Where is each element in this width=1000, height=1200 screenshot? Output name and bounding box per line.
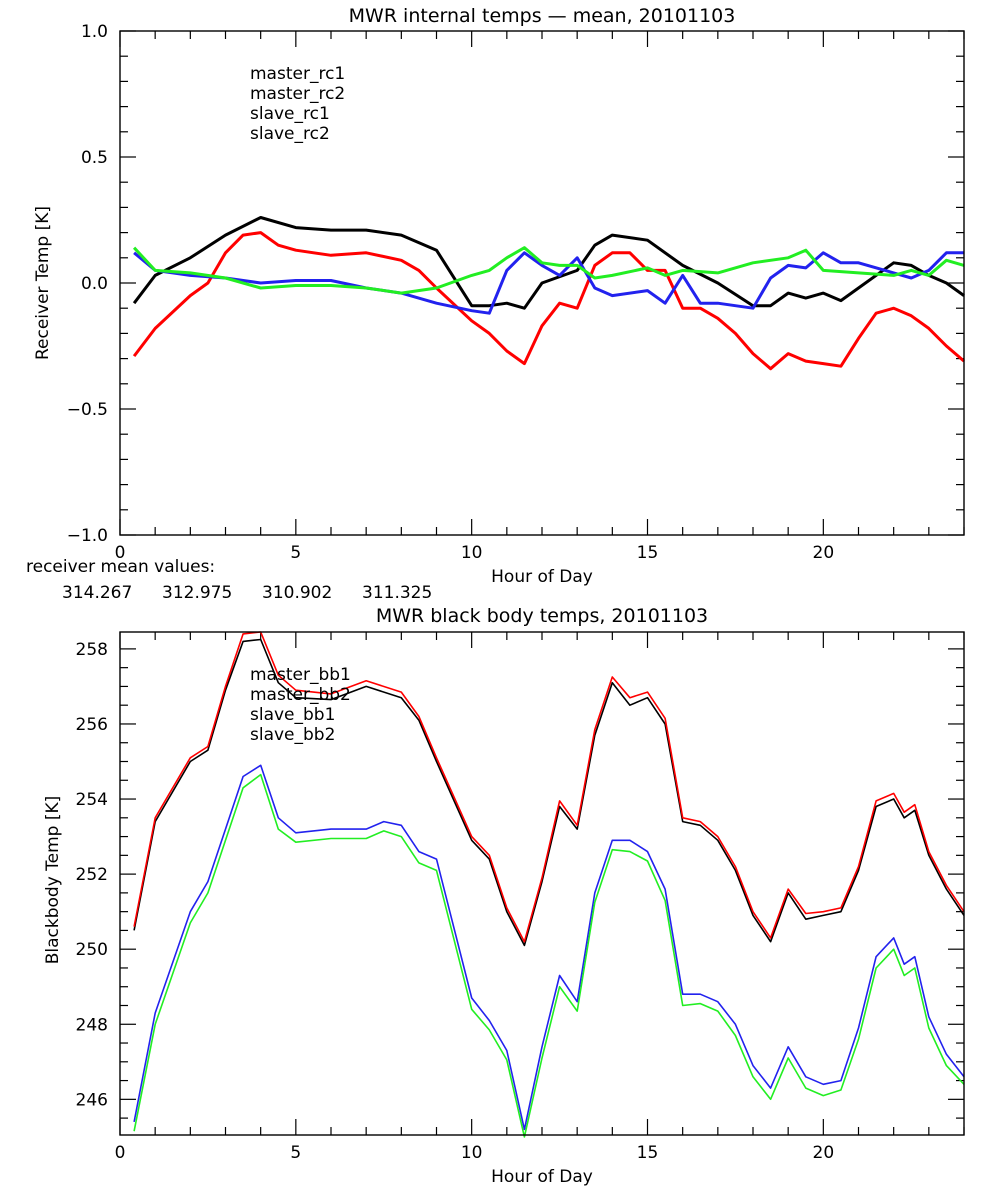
- y-tick-label: 248: [76, 1015, 108, 1035]
- x-tick-label: 10: [461, 543, 483, 563]
- legend-entry-master-rc2: master_rc2: [250, 84, 345, 104]
- x-tick-label: 15: [637, 543, 659, 563]
- y-tick-label: 0.5: [81, 148, 108, 168]
- series-line-master-rc2: [132, 231, 965, 371]
- x-tick-label: 5: [290, 543, 301, 563]
- x-tick-label: 10: [461, 1143, 483, 1163]
- receiver-mean-annotation: receiver mean values: 314.267 312.975 31…: [26, 557, 432, 603]
- x-tick-label: 20: [813, 543, 835, 563]
- series-line-slave-rc1: [133, 251, 964, 315]
- annotation-label: receiver mean values:: [26, 557, 215, 577]
- mean-value-slave-rc2: 311.325: [362, 583, 432, 603]
- y-tick-label: 254: [76, 790, 108, 810]
- legend-entry-slave-rc1: slave_rc1: [250, 104, 330, 124]
- y-tick-label: 258: [76, 640, 108, 660]
- plot-frame: [119, 631, 965, 1136]
- x-axis-label: Hour of Day: [491, 1167, 593, 1187]
- series-line-master-bb2: [133, 631, 965, 943]
- legend-entry-slave-bb1: slave_bb1: [250, 705, 335, 725]
- y-tick-label: 250: [76, 940, 108, 960]
- chart-title: MWR black body temps, 20101103: [376, 605, 708, 627]
- y-tick-label: 246: [76, 1090, 108, 1110]
- series-line-slave-bb2: [133, 773, 965, 1138]
- series-line-slave-rc2: [133, 246, 965, 295]
- mean-value-master-rc1: 314.267: [62, 583, 132, 603]
- y-tick-label: 0.0: [81, 274, 108, 294]
- x-tick-label: 5: [290, 1143, 301, 1163]
- legend-entry-master-bb2: master_bb2: [250, 685, 351, 705]
- x-tick-label: 15: [637, 1143, 659, 1163]
- legend-entry-slave-rc2: slave_rc2: [250, 124, 330, 144]
- series-line-master-rc1: [132, 216, 965, 310]
- receiver-temp-panel: MWR internal temps — mean, 20101103 Hour…: [33, 5, 965, 587]
- y-tick-label: 1.0: [81, 22, 108, 42]
- blackbody-temp-panel: MWR black body temps, 20101103 Hour of D…: [43, 605, 965, 1187]
- legend-entry-master-rc1: master_rc1: [250, 64, 345, 84]
- series-line-slave-bb1: [133, 764, 965, 1131]
- series-line-master-bb1: [133, 638, 965, 947]
- y-tick-label: 256: [76, 715, 108, 735]
- y-tick-label: −0.5: [67, 400, 108, 420]
- x-tick-label: 0: [115, 543, 126, 563]
- x-tick-label: 0: [115, 1143, 126, 1163]
- mean-value-master-rc2: 312.975: [162, 583, 232, 603]
- y-tick-label: 252: [76, 865, 108, 885]
- mean-value-slave-rc1: 310.902: [262, 583, 332, 603]
- chart-title: MWR internal temps — mean, 20101103: [349, 5, 736, 27]
- x-axis-label: Hour of Day: [491, 567, 593, 587]
- plot-frame: [119, 30, 965, 536]
- legend-entry-master-bb1: master_bb1: [250, 665, 351, 685]
- y-axis-label: Blackbody Temp [K]: [43, 796, 63, 965]
- legend-entry-slave-bb2: slave_bb2: [250, 725, 335, 745]
- y-axis-label: Receiver Temp [K]: [33, 206, 53, 360]
- y-tick-label: −1.0: [67, 526, 108, 546]
- x-tick-label: 20: [813, 1143, 835, 1163]
